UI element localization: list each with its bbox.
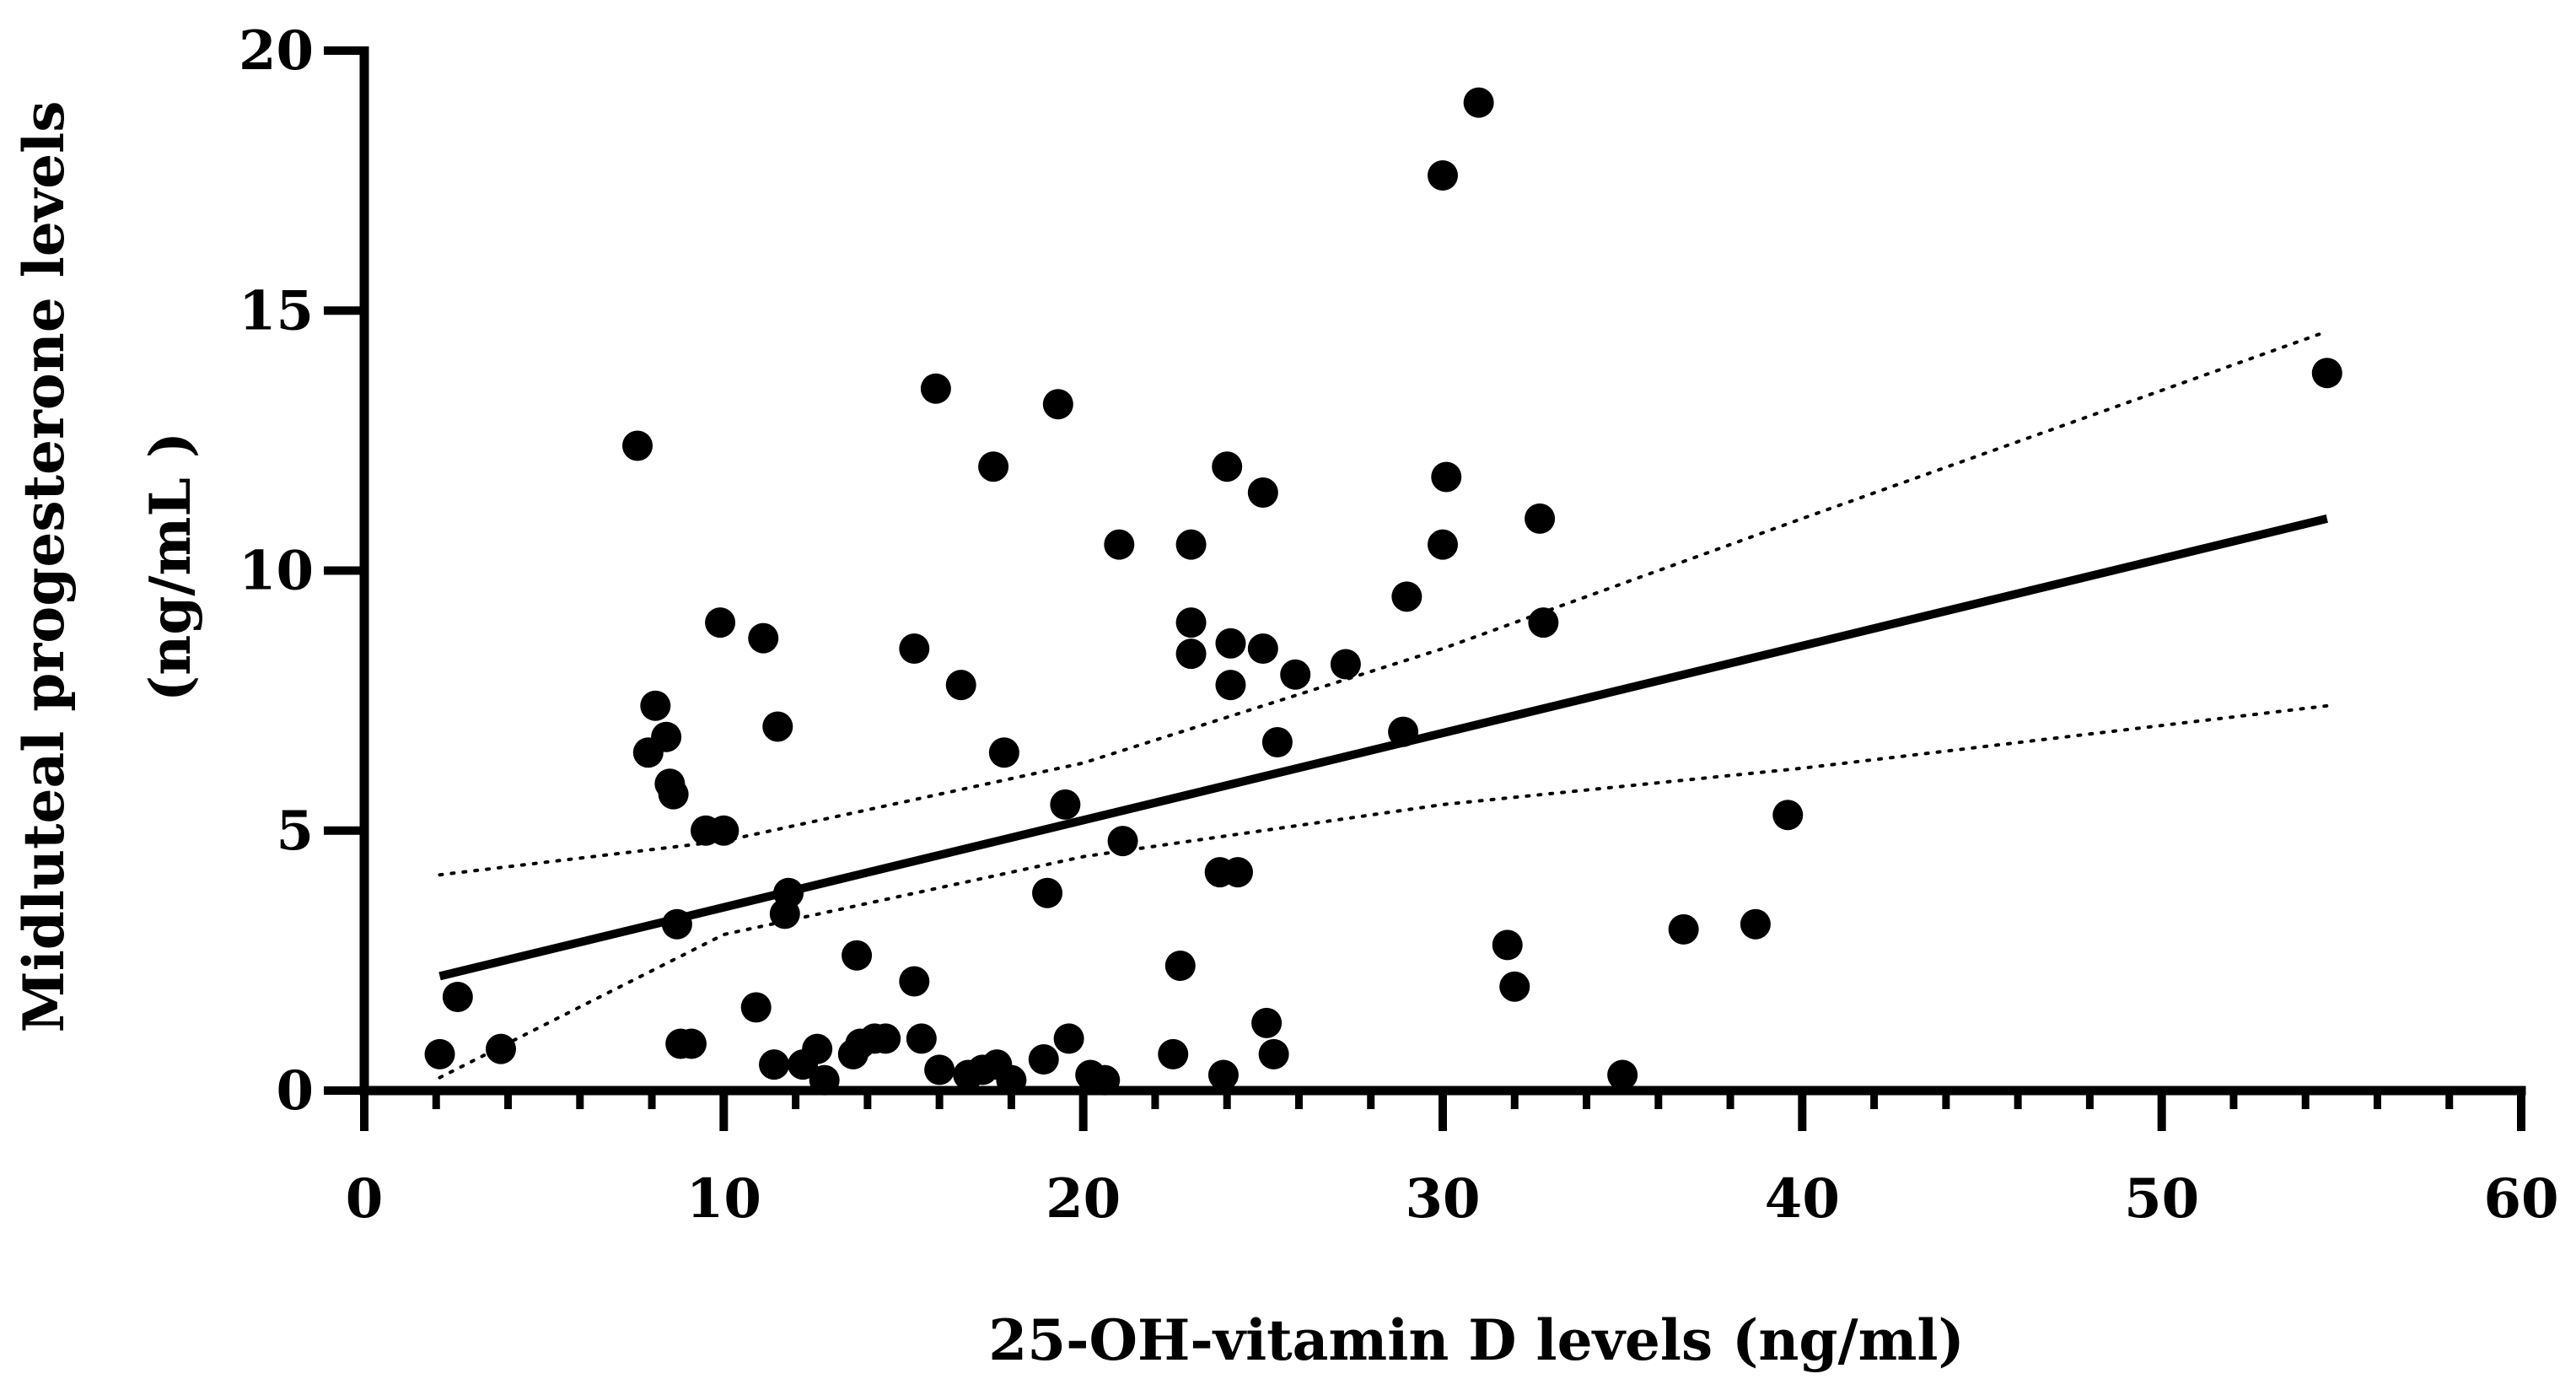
y-tick-label: 20 [239, 19, 314, 83]
x-axis-title: 25-OH-vitamin D levels (ng/ml) [988, 1307, 1964, 1373]
data-point [1175, 638, 1207, 670]
data-point [1431, 461, 1462, 493]
confidence-band-upper [438, 329, 2329, 877]
data-point [651, 721, 682, 752]
data-point [1032, 877, 1063, 908]
data-point [1175, 529, 1207, 560]
data-point [1261, 726, 1293, 757]
data-point [708, 815, 739, 846]
data-point [988, 737, 1019, 768]
data-point [1280, 659, 1311, 690]
data-point [1772, 800, 1804, 831]
data-point [899, 633, 930, 664]
data-point [705, 607, 736, 638]
data-point [1215, 670, 1246, 701]
y-tick-label: 10 [239, 540, 314, 603]
x-tick-label: 40 [1765, 1167, 1840, 1231]
data-point [658, 779, 689, 810]
data-point [1247, 477, 1278, 509]
data-point [924, 1054, 955, 1086]
data-point [661, 908, 692, 940]
data-point [899, 966, 930, 997]
data-point [640, 690, 671, 721]
data-point [920, 373, 951, 404]
data-point [906, 1023, 937, 1054]
data-point [1212, 451, 1243, 482]
data-point [1050, 789, 1081, 820]
data-point [802, 1033, 833, 1064]
data-point [1492, 929, 1523, 961]
data-point [486, 1033, 517, 1064]
data-point [1607, 1059, 1638, 1091]
x-tick-label: 60 [2483, 1167, 2558, 1231]
data-point [1463, 87, 1494, 118]
data-point [1107, 826, 1138, 857]
data-point [1740, 908, 1771, 940]
data-point [762, 711, 793, 742]
data-point [1104, 529, 1135, 560]
data-point [1028, 1044, 1059, 1075]
data-point [978, 451, 1009, 482]
y-tick-label: 5 [276, 800, 314, 863]
data-point [1428, 529, 1458, 560]
x-tick-label: 0 [346, 1167, 384, 1231]
confidence-band-lower [438, 703, 2329, 1080]
data-point [1175, 607, 1207, 638]
x-tick-label: 10 [686, 1167, 761, 1231]
data-point [1528, 607, 1559, 638]
data-point [1247, 633, 1278, 664]
data-point [2311, 358, 2342, 389]
plot-area [424, 87, 2342, 1096]
data-point [622, 430, 653, 461]
data-point [1330, 649, 1361, 680]
data-point [1258, 1038, 1289, 1069]
data-point [870, 1023, 901, 1054]
x-tick-label: 30 [1405, 1167, 1480, 1231]
x-tick-label: 20 [1046, 1167, 1121, 1231]
data-point [442, 982, 473, 1013]
y-axis-title-units: (ng/mL ) [137, 432, 203, 702]
data-point [1525, 503, 1556, 534]
y-tick-label: 15 [239, 279, 314, 342]
y-tick-label: 0 [276, 1059, 314, 1123]
data-point [1042, 389, 1073, 420]
data-point [1391, 581, 1422, 612]
data-point [675, 1028, 707, 1059]
regression-line [438, 514, 2328, 981]
y-axis-title: Midluteal progesterone levels [11, 101, 77, 1033]
data-point [1388, 716, 1419, 747]
data-point [1499, 971, 1530, 1002]
data-point [1428, 159, 1458, 191]
data-point [1158, 1038, 1189, 1069]
data-point [1215, 628, 1246, 659]
data-point [759, 1049, 790, 1080]
data-point [773, 877, 804, 908]
data-point [842, 940, 873, 971]
data-point [1207, 1059, 1239, 1091]
data-point [1251, 1007, 1283, 1038]
data-point [748, 622, 779, 654]
data-point [945, 670, 976, 701]
data-point [424, 1038, 455, 1069]
data-point [740, 992, 772, 1023]
data-point [1668, 913, 1699, 945]
axes: 0 10 20 30 40 50 60 0 5 10 15 20 [239, 19, 2559, 1231]
data-point [1222, 857, 1253, 888]
data-point [1053, 1023, 1084, 1054]
data-point [1164, 951, 1196, 982]
x-tick-label: 50 [2124, 1167, 2199, 1231]
